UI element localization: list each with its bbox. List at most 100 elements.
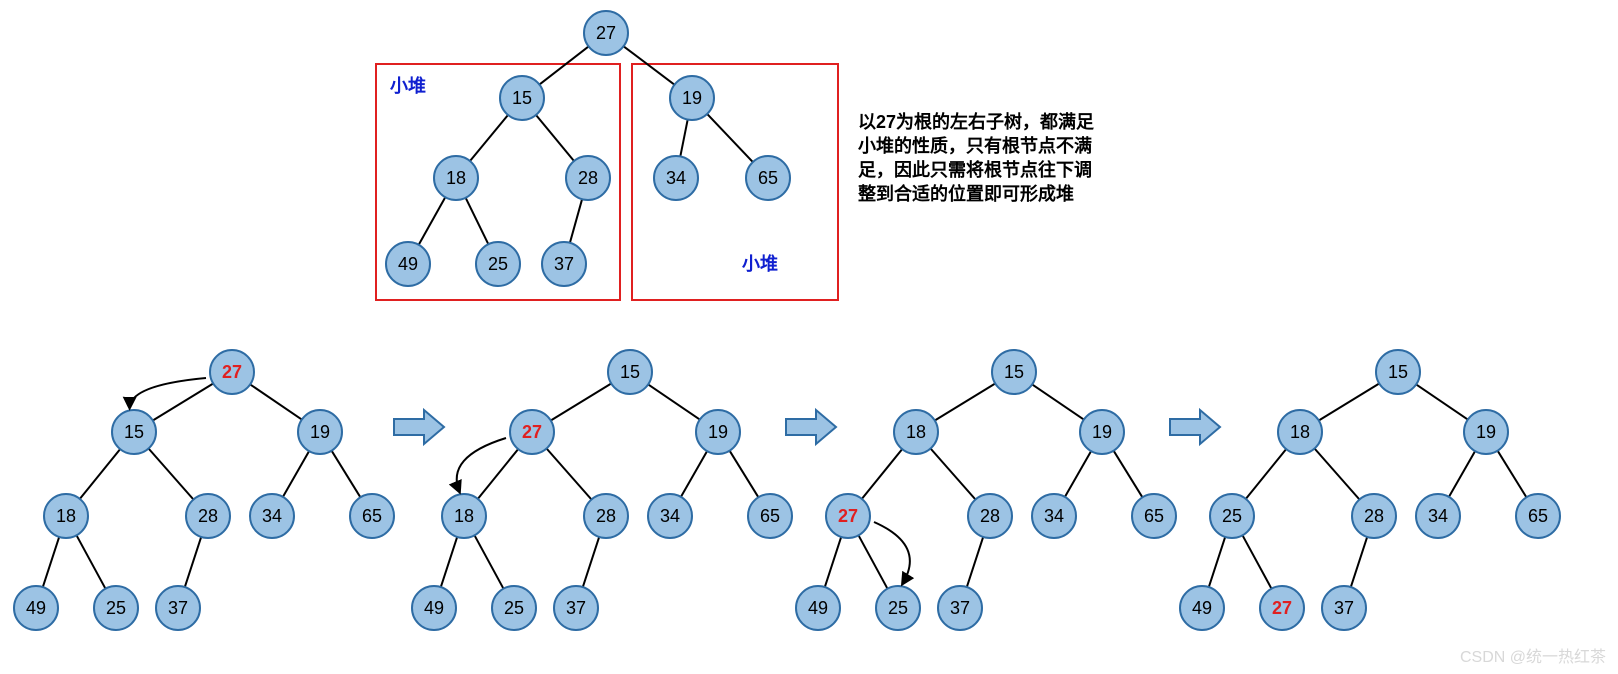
tree-edge <box>1319 383 1379 420</box>
tree-node-label: 65 <box>758 168 778 188</box>
tree-node-label: 19 <box>1092 422 1112 442</box>
tree-node-label: 19 <box>682 88 702 108</box>
tree-edge <box>1209 537 1225 587</box>
tree-edge <box>283 451 309 497</box>
tree-edge <box>1351 537 1367 587</box>
tree-edge <box>648 384 700 419</box>
tree-edge <box>1065 451 1091 497</box>
tree-node-label: 18 <box>454 506 474 526</box>
tree-node-label: 25 <box>504 598 524 618</box>
tree-edge <box>1114 451 1143 498</box>
tree-node-label: 49 <box>808 598 828 618</box>
tree-node-label: 37 <box>554 254 574 274</box>
tree-node-label: 49 <box>1192 598 1212 618</box>
tree-edge <box>149 449 194 500</box>
tree-node-label: 27 <box>522 422 542 442</box>
tree-node-label: 19 <box>708 422 728 442</box>
tree-node-label: 28 <box>1364 506 1384 526</box>
tree-node-label: 28 <box>198 506 218 526</box>
swap-arrow <box>130 378 206 408</box>
tree-edge <box>475 535 504 588</box>
step-tree-2: 15 27 19 18 28 34 65 49 25 37 <box>412 350 792 630</box>
tree-edge <box>862 449 902 499</box>
tree-edge <box>419 197 446 245</box>
tree-edge <box>551 383 611 420</box>
tree-node-label: 15 <box>1004 362 1024 382</box>
tree-edge <box>1032 384 1084 419</box>
tree-edge <box>441 537 457 587</box>
tree-node-label: 28 <box>596 506 616 526</box>
step-arrow <box>786 410 836 444</box>
tree-node-label: 34 <box>1044 506 1064 526</box>
tree-edge <box>681 451 707 497</box>
tree-edge <box>1449 451 1475 497</box>
tree-edge <box>730 451 759 498</box>
tree-edge <box>935 383 995 420</box>
tree-edge <box>967 537 983 587</box>
heap-label: 小堆 <box>742 253 778 274</box>
watermark: CSDN @统一热红茶 <box>1460 648 1606 666</box>
tree-edge <box>539 46 588 84</box>
step-arrow <box>1170 410 1220 444</box>
tree-edge <box>707 114 753 162</box>
tree-node-label: 34 <box>660 506 680 526</box>
tree-edge <box>466 198 489 244</box>
tree-node-label: 37 <box>950 598 970 618</box>
tree-edge <box>470 115 508 161</box>
tree-node-label: 25 <box>106 598 126 618</box>
tree-edge <box>77 535 106 588</box>
tree-node-label: 65 <box>362 506 382 526</box>
swap-arrow <box>457 438 506 492</box>
tree-node-label: 49 <box>424 598 444 618</box>
tree-node-label: 18 <box>906 422 926 442</box>
tree-node-label: 27 <box>838 506 858 526</box>
tree-node-label: 28 <box>578 168 598 188</box>
tree-node-label: 25 <box>1222 506 1242 526</box>
tree-node-label: 34 <box>666 168 686 188</box>
tree-edge <box>1243 535 1272 588</box>
tree-node-label: 19 <box>1476 422 1496 442</box>
tree-node-label: 15 <box>1388 362 1408 382</box>
tree-edge <box>80 449 120 499</box>
tree-edge <box>583 537 599 587</box>
tree-node-label: 25 <box>488 254 508 274</box>
tree-node-label: 49 <box>26 598 46 618</box>
tree-edge <box>332 451 361 498</box>
tree-edge <box>931 449 976 500</box>
tree-node-label: 65 <box>1144 506 1164 526</box>
tree-node-label: 15 <box>512 88 532 108</box>
tree-edge <box>1416 384 1468 419</box>
tree-edge <box>478 449 518 499</box>
step-tree-1: 27 15 19 18 28 34 65 49 25 37 <box>14 350 394 630</box>
tree-edge <box>570 199 582 243</box>
tree-node-label: 27 <box>222 362 242 382</box>
tree-node-label: 18 <box>56 506 76 526</box>
tree-node-label: 49 <box>398 254 418 274</box>
tree-node-label: 18 <box>446 168 466 188</box>
tree-node-label: 34 <box>1428 506 1448 526</box>
tree-node-label: 37 <box>168 598 188 618</box>
step-arrow <box>394 410 444 444</box>
tree-edge <box>153 383 213 420</box>
tree-node-label: 27 <box>596 23 616 43</box>
tree-node-label: 27 <box>1272 598 1292 618</box>
tree-node-label: 37 <box>566 598 586 618</box>
tree-node-label: 18 <box>1290 422 1310 442</box>
heap-label: 小堆 <box>390 75 426 96</box>
tree-edge <box>250 384 302 419</box>
tree-node-label: 65 <box>760 506 780 526</box>
tree-edge <box>859 535 888 588</box>
tree-node-label: 15 <box>620 362 640 382</box>
annotation-text: 以27为根的左右子树，都满足小堆的性质，只有根节点不满足，因此只需将根节点往下调… <box>857 111 1094 204</box>
tree-node-label: 15 <box>124 422 144 442</box>
tree-node-label: 34 <box>262 506 282 526</box>
tree-node-label: 28 <box>980 506 1000 526</box>
tree-edge <box>1246 449 1286 499</box>
tree-edge <box>680 120 687 157</box>
top-tree: 27 15 19 18 28 34 65 49 25 37 <box>386 11 790 286</box>
tree-edge <box>547 449 592 500</box>
tree-node-label: 19 <box>310 422 330 442</box>
step-tree-4: 15181925283465492737 <box>1180 350 1560 630</box>
tree-node-label: 25 <box>888 598 908 618</box>
tree-edge <box>1315 449 1360 500</box>
